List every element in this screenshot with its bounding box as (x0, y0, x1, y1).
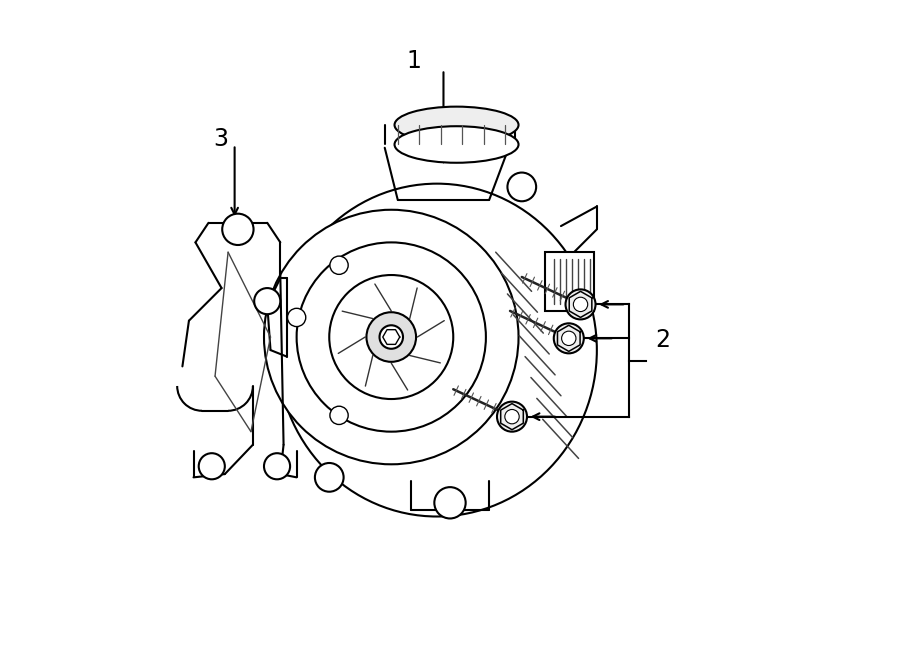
Circle shape (366, 312, 416, 362)
Circle shape (330, 407, 348, 424)
Circle shape (297, 243, 486, 432)
Circle shape (264, 210, 518, 464)
Circle shape (505, 409, 519, 424)
Ellipse shape (394, 106, 518, 143)
Circle shape (330, 256, 348, 274)
Ellipse shape (277, 184, 597, 516)
Circle shape (497, 402, 527, 432)
Circle shape (435, 487, 465, 518)
Circle shape (573, 297, 588, 311)
Circle shape (554, 323, 584, 354)
Circle shape (254, 288, 280, 314)
Circle shape (199, 453, 225, 479)
Ellipse shape (394, 126, 518, 163)
Circle shape (264, 453, 290, 479)
Circle shape (222, 214, 254, 245)
Circle shape (565, 290, 596, 319)
FancyBboxPatch shape (544, 253, 594, 311)
Circle shape (329, 275, 454, 399)
Circle shape (562, 331, 576, 346)
Text: 3: 3 (212, 127, 228, 151)
Circle shape (380, 325, 403, 349)
Circle shape (315, 463, 344, 492)
Text: 2: 2 (655, 329, 670, 352)
Circle shape (508, 173, 536, 201)
Circle shape (287, 308, 306, 327)
Text: 1: 1 (407, 49, 421, 73)
